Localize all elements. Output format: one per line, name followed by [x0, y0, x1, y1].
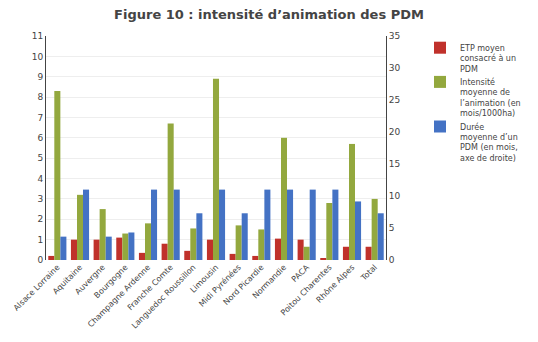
svg-text:4: 4 [37, 174, 43, 184]
svg-text:Alsace Lorraine: Alsace Lorraine [12, 263, 62, 313]
svg-text:Limousin: Limousin [188, 263, 220, 295]
svg-text:0: 0 [37, 255, 43, 265]
svg-text:ETP moyenconsacré à unPDM: ETP moyenconsacré à unPDM [460, 44, 516, 74]
svg-text:Total: Total [359, 263, 379, 283]
svg-text:10: 10 [32, 52, 44, 62]
svg-text:1: 1 [37, 235, 43, 245]
svg-text:8: 8 [37, 92, 43, 102]
svg-text:11: 11 [32, 31, 43, 41]
svg-text:3: 3 [37, 194, 43, 204]
svg-text:20: 20 [389, 127, 401, 137]
svg-text:15: 15 [389, 159, 400, 169]
svg-text:9: 9 [37, 72, 43, 82]
svg-text:0: 0 [389, 255, 395, 265]
svg-text:Aquitaine: Aquitaine [51, 263, 84, 296]
svg-text:Champagne Ardenne: Champagne Ardenne [86, 263, 152, 329]
svg-text:Bourgogne: Bourgogne [92, 263, 129, 300]
svg-text:30: 30 [389, 63, 401, 73]
svg-text:Intensitémoyenne del’animation: Intensitémoyenne del’animation (enmois/1… [460, 77, 521, 118]
svg-text:35: 35 [389, 31, 400, 41]
svg-text:Nord Picardie: Nord Picardie [222, 263, 266, 307]
svg-text:Rhône Alpes: Rhône Alpes [314, 262, 356, 304]
svg-text:10: 10 [389, 191, 401, 201]
svg-text:Duréemoyenne d’unPDM (en mois,: Duréemoyenne d’unPDM (en mois,axe de dro… [460, 122, 518, 163]
svg-text:5: 5 [389, 223, 395, 233]
svg-text:Midi Pyrénées: Midi Pyrénées [196, 262, 242, 308]
svg-text:Languedoc Roussillon: Languedoc Roussillon [130, 263, 198, 331]
svg-text:25: 25 [389, 95, 400, 105]
svg-text:7: 7 [37, 113, 43, 123]
svg-text:Poitou Charentes: Poitou Charentes [279, 263, 334, 318]
svg-text:6: 6 [37, 133, 43, 143]
svg-text:Auvergne: Auvergne [73, 263, 107, 297]
svg-text:Franche Comte: Franche Comte [126, 263, 175, 312]
svg-text:PACA: PACA [290, 263, 311, 284]
svg-text:5: 5 [37, 153, 43, 163]
svg-text:Figure 10 : intensité d’animat: Figure 10 : intensité d’animation des PD… [114, 7, 424, 22]
svg-text:2: 2 [37, 214, 43, 224]
svg-text:Normandie: Normandie [251, 263, 289, 301]
